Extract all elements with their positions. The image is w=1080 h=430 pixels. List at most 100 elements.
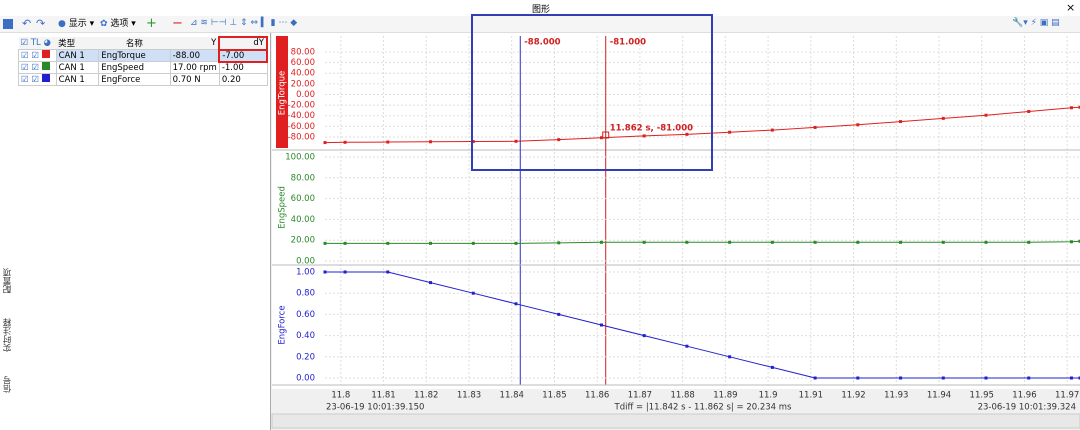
data-point (471, 291, 475, 295)
remove-button[interactable]: − (172, 16, 183, 31)
data-point (343, 241, 347, 245)
data-point (429, 140, 433, 144)
x-tick-label: 11.88 (670, 391, 694, 401)
close-button[interactable]: × (1066, 1, 1076, 14)
y-tick-label: 0.00 (296, 374, 315, 384)
y-tick-label: 0.80 (296, 289, 315, 299)
data-point (429, 281, 433, 285)
y-tick-label: 60.00 (291, 194, 315, 204)
data-point (599, 323, 603, 327)
point-label: 11.862 s, -81.000 (610, 124, 693, 134)
plot-area (272, 33, 1080, 389)
x-tick-label: 11.9 (759, 391, 778, 401)
data-point (899, 240, 903, 244)
x-tick-label: 11.82 (414, 391, 438, 401)
data-point (1069, 376, 1073, 380)
data-point (728, 240, 732, 244)
data-point (685, 344, 689, 348)
data-point (471, 140, 475, 144)
window-title: 图形 (532, 5, 551, 15)
table-header: ☑ TL ◕ 类型 名称 Y dY (18, 36, 268, 51)
add-button[interactable]: + (146, 16, 157, 31)
y-cell: 0.70 N (169, 73, 220, 86)
x-tick-label: 11.94 (927, 391, 951, 401)
x-tick-label: 11.8 (331, 391, 350, 401)
data-point (984, 113, 988, 117)
x-tick-label: 11.97 (1055, 391, 1079, 401)
name-cell: EngForce (98, 73, 171, 86)
y-label-bg (276, 36, 288, 148)
data-point (1027, 109, 1031, 113)
data-point (557, 138, 561, 142)
header-cell: Y (211, 38, 217, 48)
data-point (856, 240, 860, 244)
data-point (856, 123, 860, 127)
y-axis-label: EngSpeed (278, 186, 288, 229)
y-tick-label: 100.00 (285, 152, 315, 162)
y-tick-label: 0.00 (296, 257, 315, 267)
data-point (514, 241, 518, 245)
right-tools[interactable]: 🔧▾ ⚡ ▣ ▤ (1012, 18, 1060, 28)
tool-buttons[interactable]: ⊿ ≋ ⊢⊣ ⊥ ⇕ ⇔ ▍ ▮ ⋯ ◆ (190, 18, 298, 28)
cursor-label: -88.000 (524, 38, 560, 48)
y-tick-label: 80.00 (291, 47, 315, 57)
data-point (386, 241, 390, 245)
data-point (1027, 240, 1031, 244)
data-point (1069, 240, 1073, 244)
options-label: 选项 (110, 19, 129, 29)
display-label: 显示 (68, 19, 87, 29)
data-point (642, 334, 646, 338)
x-tick-label: 11.89 (713, 391, 737, 401)
data-point (685, 240, 689, 244)
name-cell: EngTorque (98, 49, 171, 62)
bus-cell: CAN 1 (55, 73, 100, 86)
data-point (514, 302, 518, 306)
header-cell: 类型 (58, 39, 76, 49)
y-tick-label: 60.00 (291, 58, 315, 68)
data-point (941, 240, 945, 244)
data-point (323, 241, 327, 245)
signal-row[interactable]: ☑ ☑ CAN 1 EngForce 0.70 N 0.20 (18, 73, 268, 86)
signal-row[interactable]: ☑ ☑ CAN 1 EngTorque -88.00 -7.00 (18, 48, 268, 63)
x-tick-label: 11.87 (628, 391, 652, 401)
data-point (323, 270, 327, 274)
display-menu[interactable]: ● 显示 ▾ (58, 19, 95, 29)
y-tick-label: 40.00 (291, 215, 315, 225)
y-tick-label: 0.40 (296, 331, 315, 341)
data-point (770, 128, 774, 132)
y-tick-label: -20.00 (288, 101, 315, 111)
data-point (685, 132, 689, 136)
data-point (323, 141, 327, 145)
x-tick-label: 11.93 (884, 391, 908, 401)
undo-button[interactable]: ↶ (22, 17, 32, 30)
redo-button[interactable]: ↷ (36, 17, 46, 30)
data-point (599, 240, 603, 244)
y-tick-label: 0.60 (296, 310, 315, 320)
data-point (770, 365, 774, 369)
pause-button[interactable] (3, 19, 13, 29)
data-point (1069, 106, 1073, 110)
data-point (813, 240, 817, 244)
signal-panel: ☑ TL ◕ 类型 名称 Y dY ☑ ☑ CAN 1 EngTorque -88.… (0, 33, 271, 430)
x-tick-label: 11.91 (799, 391, 823, 401)
dy-cell: -7.00 (218, 48, 268, 63)
x-tick-label: 11.83 (457, 391, 481, 401)
data-point (941, 116, 945, 120)
options-menu[interactable]: ✿ 选项 ▾ (100, 19, 136, 29)
scrollbar (271, 413, 1080, 429)
data-point (770, 240, 774, 244)
data-point (557, 312, 561, 316)
data-point (941, 376, 945, 380)
header-cell: 名称 (125, 39, 143, 49)
data-point (343, 140, 347, 144)
data-point (642, 134, 646, 138)
data-point (899, 376, 903, 380)
y-tick-label: 1.00 (296, 267, 315, 277)
data-point (386, 140, 390, 144)
x-tick-label: 11.95 (970, 391, 994, 401)
cursor-marker (602, 131, 610, 139)
data-point (728, 130, 732, 134)
data-point (514, 139, 518, 143)
data-point (557, 241, 561, 245)
